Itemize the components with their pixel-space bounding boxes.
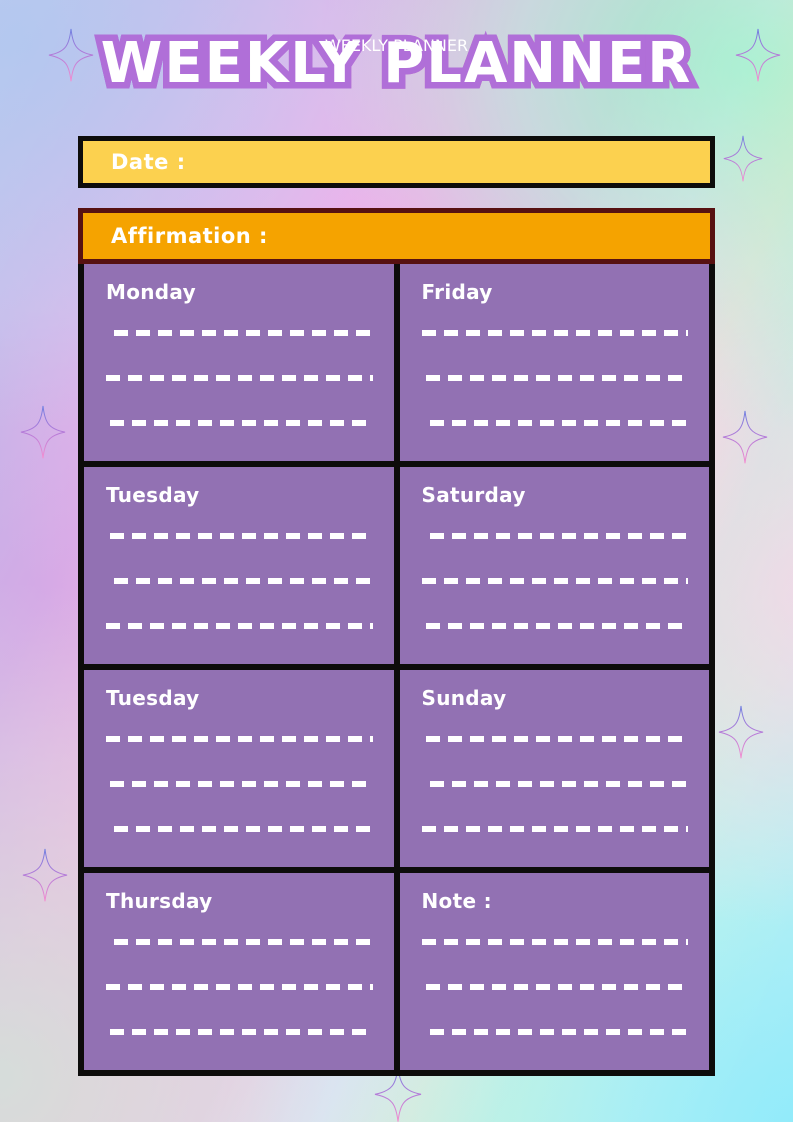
dashed-write-line[interactable] xyxy=(429,419,686,426)
day-cell[interactable]: Note : xyxy=(399,873,709,1070)
date-label: Date : xyxy=(111,150,186,174)
dashed-write-line[interactable] xyxy=(106,735,373,742)
writing-lines xyxy=(421,310,692,451)
page-title-fill: WEEKLY PLANNER xyxy=(324,36,469,55)
sparkle-icon xyxy=(722,410,768,464)
dashed-write-line[interactable] xyxy=(106,983,373,990)
writing-lines xyxy=(106,513,376,654)
day-cell[interactable]: Thursday xyxy=(84,873,394,1070)
day-cell[interactable]: Monday xyxy=(84,264,394,461)
page-title: WEEKLY PLANNER xyxy=(94,29,697,98)
dashed-write-line[interactable] xyxy=(110,532,372,539)
day-cell[interactable]: Sunday xyxy=(399,670,709,867)
dashed-write-line[interactable] xyxy=(114,825,371,832)
dashed-write-line[interactable] xyxy=(421,825,689,832)
date-field[interactable]: Date : xyxy=(78,136,715,188)
dashed-write-line[interactable] xyxy=(429,780,686,787)
dashed-write-line[interactable] xyxy=(425,735,687,742)
writing-lines xyxy=(421,513,692,654)
dashed-write-line[interactable] xyxy=(110,1028,372,1035)
sparkle-icon xyxy=(48,28,94,82)
dashed-write-line[interactable] xyxy=(106,374,373,381)
dashed-write-line[interactable] xyxy=(114,938,371,945)
dashed-write-line[interactable] xyxy=(429,1028,686,1035)
dashed-write-line[interactable] xyxy=(110,780,372,787)
dashed-write-line[interactable] xyxy=(425,983,687,990)
day-cell-label: Sunday xyxy=(421,686,507,710)
day-cell-label: Monday xyxy=(106,280,196,304)
day-cell[interactable]: Tuesday xyxy=(84,670,394,867)
dashed-write-line[interactable] xyxy=(421,938,689,945)
sparkle-icon xyxy=(20,405,66,459)
day-cell-label: Friday xyxy=(421,280,493,304)
day-cell-label: Note : xyxy=(421,889,492,913)
day-cell-label: Tuesday xyxy=(106,483,200,507)
dashed-write-line[interactable] xyxy=(110,419,372,426)
dashed-write-line[interactable] xyxy=(421,577,689,584)
dashed-write-line[interactable] xyxy=(421,329,689,336)
dashed-write-line[interactable] xyxy=(425,374,687,381)
day-cell[interactable]: Friday xyxy=(399,264,709,461)
sparkle-icon xyxy=(718,705,764,759)
dashed-write-line[interactable] xyxy=(425,622,687,629)
planner-card: Date : Affirmation : Monday Friday Tuesday… xyxy=(78,136,715,1076)
affirmation-label: Affirmation : xyxy=(111,224,268,248)
dashed-write-line[interactable] xyxy=(114,577,371,584)
sparkle-icon xyxy=(723,135,763,182)
dashed-write-line[interactable] xyxy=(106,622,373,629)
day-cell-label: Tuesday xyxy=(106,686,200,710)
page-title-container: WEEKLY PLANNER WEEKLY PLANNER xyxy=(0,29,793,98)
writing-lines xyxy=(421,919,692,1060)
writing-lines xyxy=(106,310,376,451)
affirmation-field[interactable]: Affirmation : xyxy=(78,208,715,264)
sparkle-icon xyxy=(735,28,781,82)
day-cell-label: Saturday xyxy=(421,483,526,507)
dashed-write-line[interactable] xyxy=(114,329,371,336)
writing-lines xyxy=(106,716,376,857)
day-cell[interactable]: Tuesday xyxy=(84,467,394,664)
writing-lines xyxy=(106,919,376,1060)
sparkle-icon xyxy=(22,848,68,902)
writing-lines xyxy=(421,716,692,857)
dashed-write-line[interactable] xyxy=(429,532,686,539)
day-grid: Monday Friday Tuesday Saturday Tuesday Sunday… xyxy=(78,264,715,1076)
day-cell-label: Thursday xyxy=(106,889,213,913)
day-cell[interactable]: Saturday xyxy=(399,467,709,664)
